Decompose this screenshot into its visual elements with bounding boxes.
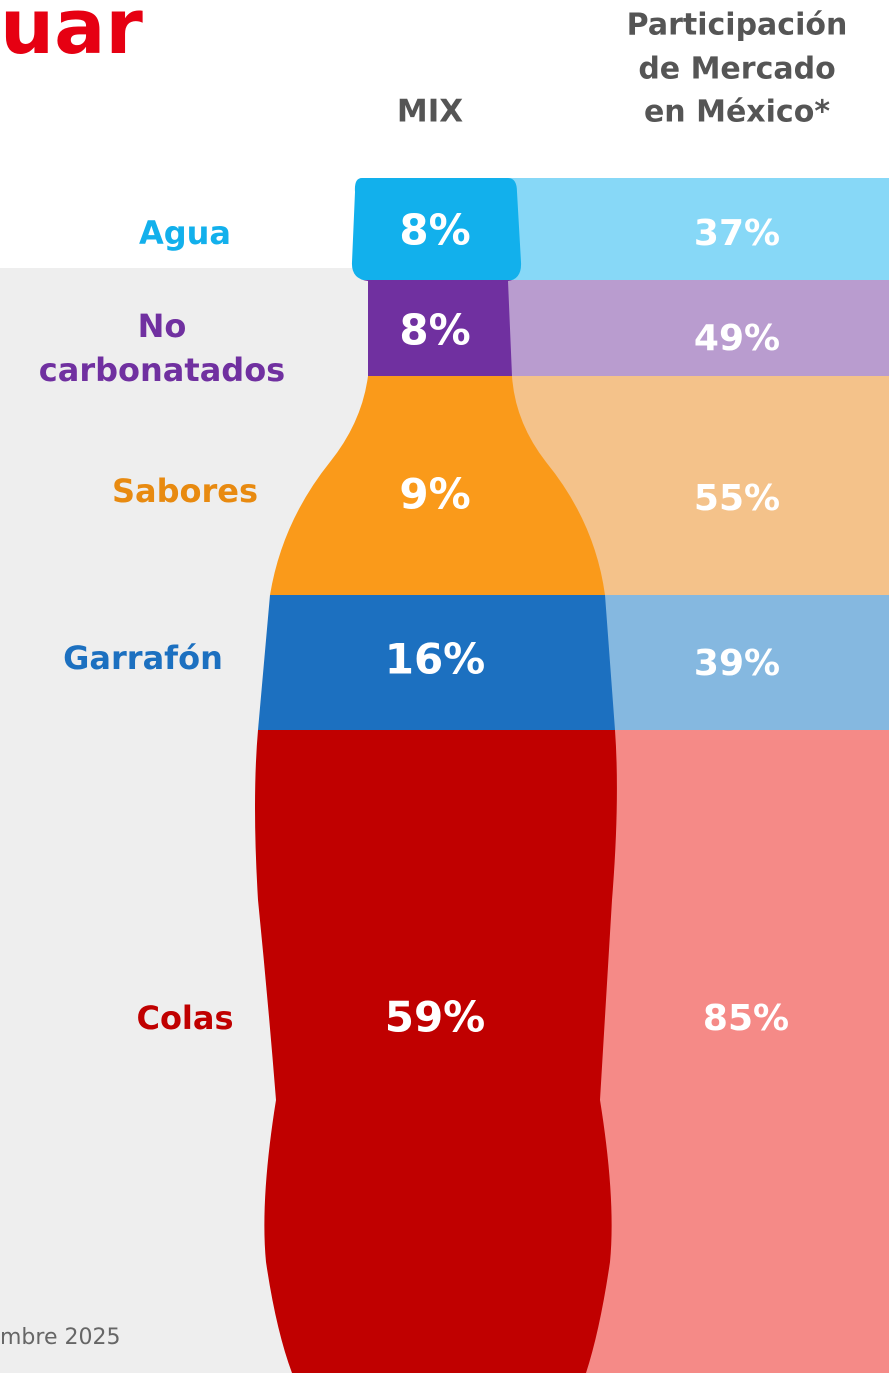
share-band bbox=[500, 178, 889, 280]
share-header: Participación bbox=[627, 8, 848, 43]
share-band bbox=[500, 280, 889, 376]
mix-header: MIX bbox=[397, 94, 463, 130]
mix-value: 8% bbox=[399, 206, 470, 255]
mix-value: 9% bbox=[399, 470, 470, 519]
share-value: 55% bbox=[694, 478, 780, 519]
category-label: Garrafón bbox=[63, 639, 223, 677]
title: uar bbox=[0, 0, 143, 71]
footer-date: mbre 2025 bbox=[0, 1325, 120, 1350]
share-value: 49% bbox=[694, 318, 780, 359]
category-label: Colas bbox=[136, 999, 233, 1037]
bottle-band bbox=[255, 730, 617, 1373]
share-header: de Mercado bbox=[638, 52, 835, 87]
share-value: 39% bbox=[694, 643, 780, 684]
category-label: carbonatados bbox=[39, 351, 285, 389]
category-label: Agua bbox=[139, 214, 231, 252]
share-value: 37% bbox=[694, 213, 780, 254]
mix-value: 8% bbox=[399, 306, 470, 355]
mix-value: 59% bbox=[385, 993, 486, 1042]
category-label: Sabores bbox=[112, 472, 258, 510]
category-label: No bbox=[138, 307, 187, 345]
bottle-band bbox=[255, 595, 617, 730]
mix-value: 16% bbox=[385, 635, 486, 684]
share-value: 85% bbox=[703, 998, 789, 1039]
share-header: en México* bbox=[644, 95, 830, 130]
